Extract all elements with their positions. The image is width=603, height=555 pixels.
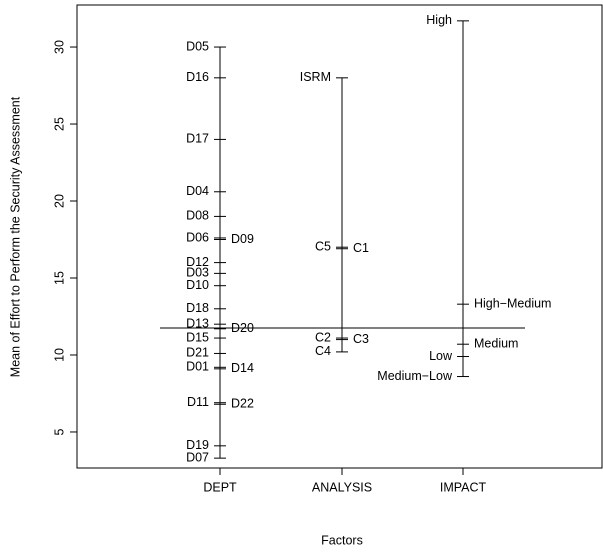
level-label: D06 [186, 230, 209, 244]
level-label: D09 [231, 232, 254, 246]
level-label: D01 [186, 360, 209, 374]
level-label: C4 [315, 344, 331, 358]
y-tick-label: 30 [52, 40, 66, 54]
level-label: D04 [186, 184, 209, 198]
y-tick-label: 10 [52, 348, 66, 362]
y-tick-label: 15 [52, 271, 66, 285]
level-label: D15 [186, 330, 209, 344]
level-label: D03 [186, 266, 209, 280]
level-label: D13 [186, 316, 209, 330]
level-label: D10 [186, 278, 209, 292]
level-label: D19 [186, 438, 209, 452]
x-axis-label: Factors [321, 533, 363, 547]
level-label: Medium−Low [377, 369, 453, 383]
level-label: Low [429, 349, 453, 363]
level-label: D18 [186, 301, 209, 315]
level-label: D05 [186, 39, 209, 53]
level-label: Medium [474, 337, 518, 351]
x-tick-label: IMPACT [440, 480, 487, 494]
x-tick-label: ANALYSIS [312, 480, 372, 494]
y-axis-label: Mean of Effort to Perform the Security A… [8, 96, 22, 377]
level-label: D22 [231, 397, 254, 411]
level-label: C5 [315, 239, 331, 253]
y-tick-label: 20 [52, 194, 66, 208]
y-tick-label: 5 [52, 428, 66, 435]
level-label: D07 [186, 450, 209, 464]
level-label: D12 [186, 255, 209, 269]
level-label: C1 [353, 241, 369, 255]
level-label: High [426, 13, 452, 27]
level-label: High−Medium [474, 296, 551, 310]
level-label: D08 [186, 209, 209, 223]
level-label: C2 [315, 330, 331, 344]
level-label: ISRM [300, 70, 331, 84]
level-label: D16 [186, 70, 209, 84]
plot-frame [76, 4, 603, 469]
level-label: C3 [353, 332, 369, 346]
level-label: D11 [187, 395, 209, 409]
level-label: D14 [231, 361, 254, 375]
x-tick-label: DEPT [203, 480, 237, 494]
level-label: D21 [186, 346, 209, 360]
level-label: D17 [186, 132, 209, 146]
y-tick-label: 25 [52, 117, 66, 131]
